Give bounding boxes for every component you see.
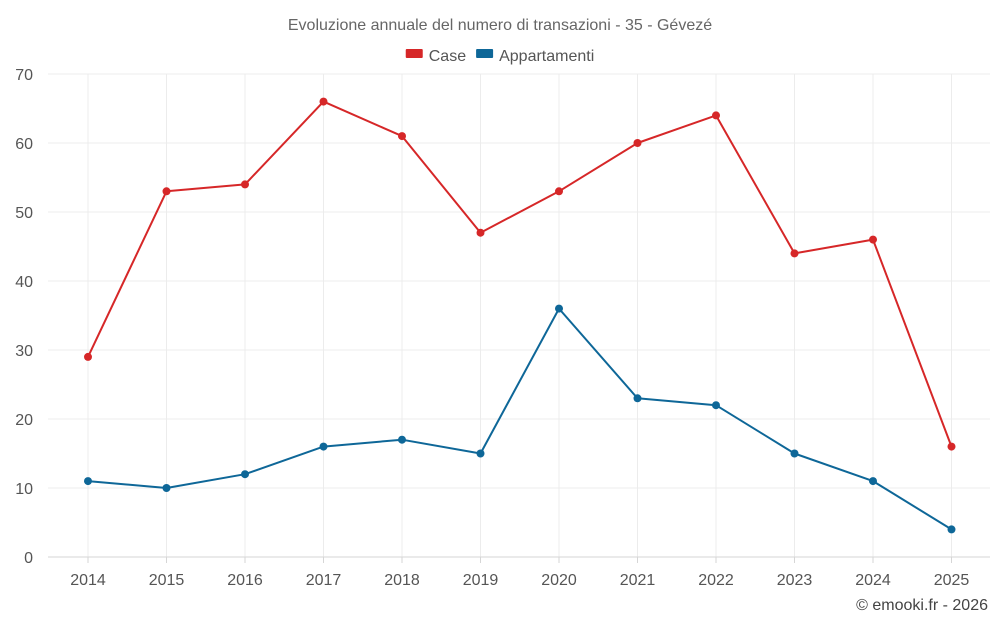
x-tick-label: 2025 (934, 572, 970, 589)
legend-swatch (405, 49, 423, 58)
y-tick-label: 20 (15, 412, 33, 429)
x-tick-label: 2015 (149, 572, 185, 589)
data-point-appartamenti (476, 449, 485, 458)
legend[interactable]: Case Appartamenti (405, 48, 595, 65)
axis-layer: 0 10 20 30 40 50 60 70 2014 2015 2016 2017 2018 2019 2… (15, 67, 990, 589)
data-point-appartamenti (790, 449, 799, 458)
x-tick-label: 2018 (384, 572, 420, 589)
credit-text: © emooki.fr - 2026 (856, 597, 988, 614)
data-point-case (633, 139, 642, 147)
data-point-case (241, 180, 249, 189)
data-point-appartamenti (84, 477, 92, 486)
legend-item-case[interactable]: Case (405, 48, 466, 65)
data-point-appartamenti (319, 442, 328, 451)
data-point-appartamenti (555, 304, 563, 313)
data-point-case (162, 187, 171, 196)
x-tick-label: 2014 (70, 572, 106, 589)
data-point-appartamenti (869, 477, 877, 486)
x-tick-label: 2017 (306, 572, 342, 589)
data-point-case (947, 442, 956, 451)
x-tick-label: 2021 (620, 572, 656, 589)
legend-label: Case (429, 48, 466, 65)
chart-title: Evoluzione annuale del numero di transaz… (288, 17, 712, 34)
y-tick-label: 70 (15, 67, 33, 84)
legend-label: Appartamenti (499, 48, 594, 65)
x-tick-label: 2023 (777, 572, 813, 589)
data-point-appartamenti (162, 484, 171, 492)
y-tick-label: 30 (15, 343, 33, 360)
y-tick-label: 40 (15, 274, 33, 291)
data-point-appartamenti (712, 401, 720, 410)
series-layer (84, 97, 956, 534)
x-tick-label: 2022 (698, 572, 734, 589)
data-point-appartamenti (947, 525, 956, 534)
y-tick-label: 50 (15, 205, 33, 222)
data-point-case (869, 235, 877, 244)
legend-item-appartamenti[interactable]: Appartamenti (476, 48, 594, 65)
data-point-case (476, 228, 485, 237)
data-point-case (555, 187, 563, 196)
x-tick-label: 2016 (227, 572, 263, 589)
data-point-appartamenti (633, 394, 642, 403)
y-tick-label: 0 (24, 550, 33, 567)
y-tick-label: 60 (15, 136, 33, 153)
series-line-appartamenti (87, 307, 953, 531)
y-tick-label: 10 (15, 481, 33, 498)
series-line-case (87, 100, 953, 447)
x-tick-label: 2020 (541, 572, 577, 589)
data-point-appartamenti (241, 470, 249, 479)
data-point-case (712, 111, 720, 120)
data-point-appartamenti (398, 435, 406, 444)
data-point-case (319, 97, 328, 106)
x-tick-label: 2024 (855, 572, 891, 589)
data-point-case (398, 132, 406, 141)
data-point-case (84, 352, 92, 361)
legend-swatch (476, 49, 494, 58)
data-point-case (790, 249, 799, 258)
x-tick-label: 2019 (463, 572, 499, 589)
